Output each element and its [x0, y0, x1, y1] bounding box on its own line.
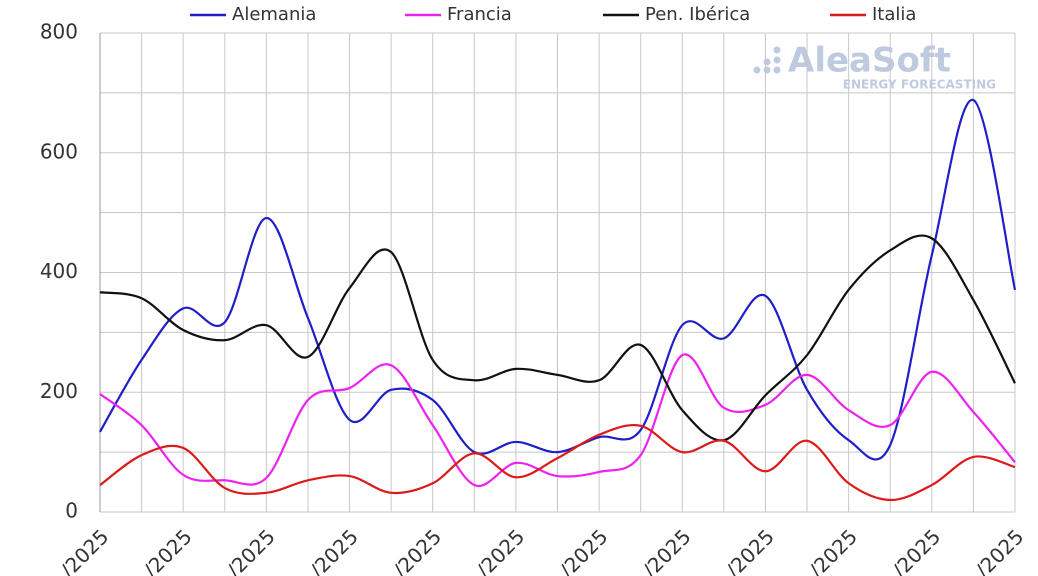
x-tick-label: /2025	[888, 524, 946, 576]
y-tick-label: 0	[65, 499, 78, 523]
x-tick-label: /2025	[56, 524, 114, 576]
series-line	[99, 234, 1016, 442]
watermark-title: AleaSoft	[788, 41, 951, 81]
x-tick-label: /2025	[555, 524, 613, 576]
legend-label: Francia	[447, 4, 512, 25]
logo-dot	[773, 56, 781, 64]
x-tick-label: /2025	[222, 524, 280, 576]
x-tick-label: /2025	[139, 524, 197, 576]
x-tick-label: /2025	[638, 524, 696, 576]
x-tick-label: /2025	[804, 524, 862, 576]
series-line	[99, 424, 1016, 502]
x-tick-label: /2025	[721, 524, 779, 576]
y-tick-label: 400	[40, 259, 78, 283]
grid	[99, 32, 1016, 513]
y-tick-label: 600	[40, 139, 78, 163]
legend-label: Alemania	[232, 4, 316, 25]
logo-dot	[763, 66, 771, 74]
y-tick-label: 800	[40, 20, 78, 44]
watermark-subtitle: ENERGY FORECASTING	[843, 78, 996, 92]
legend-label: Pen. Ibérica	[645, 4, 750, 25]
series-line	[99, 353, 1016, 488]
x-tick-label: /2025	[971, 524, 1029, 576]
logo-dot	[773, 46, 781, 54]
logo-dot	[763, 58, 771, 66]
logo-dot	[773, 66, 781, 74]
x-tick-label: /2025	[388, 524, 446, 576]
logo-dot	[753, 66, 761, 74]
x-tick-label: /2025	[472, 524, 530, 576]
legend-label: Italia	[872, 4, 916, 25]
y-tick-label: 200	[40, 379, 78, 403]
x-tick-label: /2025	[305, 524, 363, 576]
watermark: AleaSoft ENERGY FORECASTING	[753, 41, 996, 92]
